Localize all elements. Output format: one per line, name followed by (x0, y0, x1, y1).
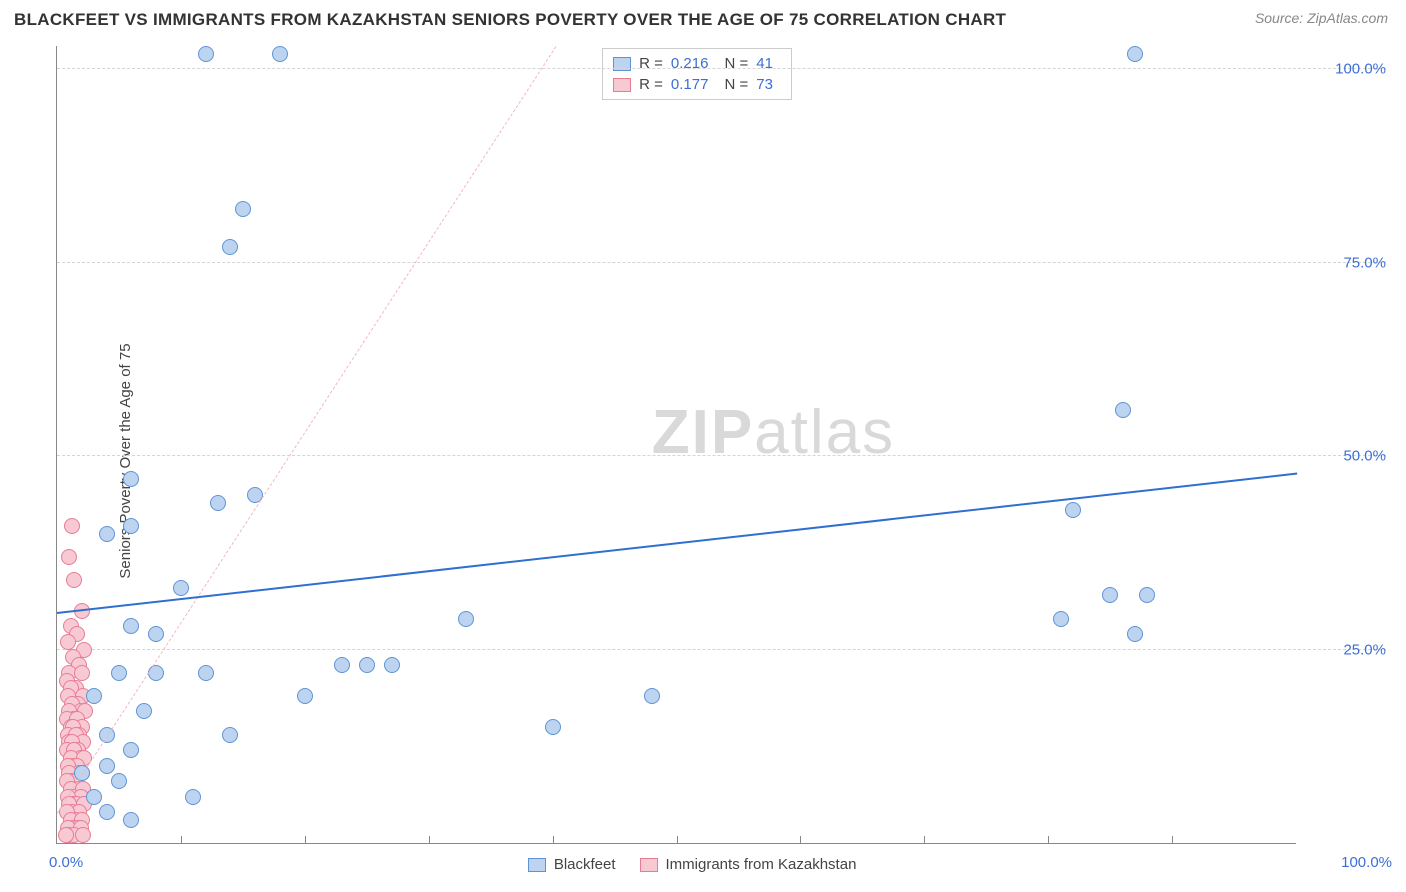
watermark-light: atlas (754, 398, 895, 467)
gridline-h (57, 262, 1386, 263)
data-point-blackfeet (458, 611, 474, 627)
legend-n-label: N = (724, 55, 748, 72)
chart-container: Seniors Poverty Over the Age of 75 ZIPat… (14, 38, 1396, 884)
legend-item-blackfeet: Blackfeet (528, 856, 616, 873)
swatch-blackfeet (528, 858, 546, 872)
data-point-blackfeet (111, 773, 127, 789)
data-point-blackfeet (123, 742, 139, 758)
data-point-blackfeet (123, 618, 139, 634)
legend-n-value-blackfeet: 41 (756, 55, 773, 72)
data-point-kazakhstan (74, 665, 90, 681)
swatch-kazakhstan (613, 78, 631, 92)
y-tick-label: 100.0% (1306, 61, 1386, 78)
x-tick-max: 100.0% (1341, 854, 1392, 871)
data-point-kazakhstan (61, 549, 77, 565)
data-point-blackfeet (359, 657, 375, 673)
data-point-blackfeet (222, 727, 238, 743)
data-point-blackfeet (123, 518, 139, 534)
data-point-blackfeet (86, 789, 102, 805)
data-point-blackfeet (185, 789, 201, 805)
data-point-blackfeet (148, 626, 164, 642)
watermark: ZIPatlas (652, 397, 895, 468)
y-tick-label: 25.0% (1306, 641, 1386, 658)
data-point-blackfeet (99, 758, 115, 774)
data-point-kazakhstan (58, 827, 74, 843)
x-tick-mark (800, 836, 801, 844)
source-prefix: Source: (1255, 10, 1307, 26)
data-point-blackfeet (235, 201, 251, 217)
gridline-h (57, 455, 1386, 456)
data-point-kazakhstan (60, 634, 76, 650)
swatch-kazakhstan (640, 858, 658, 872)
data-point-blackfeet (123, 471, 139, 487)
data-point-blackfeet (384, 657, 400, 673)
data-point-blackfeet (1115, 402, 1131, 418)
data-point-blackfeet (1139, 587, 1155, 603)
data-point-blackfeet (210, 495, 226, 511)
legend-label-kazakhstan: Immigrants from Kazakhstan (666, 856, 857, 873)
gridline-h (57, 649, 1386, 650)
data-point-blackfeet (198, 665, 214, 681)
y-tick-label: 75.0% (1306, 254, 1386, 271)
data-point-blackfeet (198, 46, 214, 62)
legend-n-label: N = (724, 76, 748, 93)
data-point-blackfeet (99, 804, 115, 820)
gridline-h (57, 68, 1386, 69)
x-tick-mark (181, 836, 182, 844)
x-tick-min: 0.0% (49, 854, 83, 871)
data-point-blackfeet (99, 526, 115, 542)
data-point-blackfeet (86, 688, 102, 704)
y-tick-label: 50.0% (1306, 448, 1386, 465)
data-point-blackfeet (222, 239, 238, 255)
x-tick-mark (924, 836, 925, 844)
legend-n-value-kazakhstan: 73 (756, 76, 773, 93)
data-point-blackfeet (1065, 502, 1081, 518)
series-legend: Blackfeet Immigrants from Kazakhstan (528, 856, 857, 873)
data-point-blackfeet (297, 688, 313, 704)
chart-title: BLACKFEET VS IMMIGRANTS FROM KAZAKHSTAN … (14, 10, 1006, 30)
x-tick-mark (1048, 836, 1049, 844)
data-point-blackfeet (1127, 46, 1143, 62)
x-tick-mark (553, 836, 554, 844)
x-tick-mark (677, 836, 678, 844)
data-point-blackfeet (272, 46, 288, 62)
legend-label-blackfeet: Blackfeet (554, 856, 616, 873)
legend-r-label: R = (639, 55, 663, 72)
x-tick-mark (305, 836, 306, 844)
data-point-blackfeet (334, 657, 350, 673)
plot-area: ZIPatlas R = 0.216 N = 41 R = 0.177 N = … (56, 46, 1296, 844)
source-name: ZipAtlas.com (1307, 10, 1388, 26)
data-point-kazakhstan (66, 572, 82, 588)
source-attribution: Source: ZipAtlas.com (1255, 10, 1388, 26)
data-point-blackfeet (1053, 611, 1069, 627)
watermark-bold: ZIP (652, 398, 754, 467)
legend-r-value-blackfeet: 0.216 (671, 55, 709, 72)
legend-item-kazakhstan: Immigrants from Kazakhstan (640, 856, 857, 873)
data-point-blackfeet (123, 812, 139, 828)
data-point-blackfeet (173, 580, 189, 596)
legend-row-blackfeet: R = 0.216 N = 41 (613, 53, 781, 74)
data-point-blackfeet (545, 719, 561, 735)
data-point-blackfeet (1127, 626, 1143, 642)
x-tick-mark (1172, 836, 1173, 844)
correlation-legend: R = 0.216 N = 41 R = 0.177 N = 73 (602, 48, 792, 100)
legend-row-kazakhstan: R = 0.177 N = 73 (613, 74, 781, 95)
data-point-kazakhstan (64, 518, 80, 534)
x-tick-mark (429, 836, 430, 844)
legend-r-value-kazakhstan: 0.177 (671, 76, 709, 93)
legend-r-label: R = (639, 76, 663, 93)
data-point-blackfeet (1102, 587, 1118, 603)
data-point-blackfeet (644, 688, 660, 704)
data-point-blackfeet (111, 665, 127, 681)
data-point-kazakhstan (75, 827, 91, 843)
data-point-blackfeet (136, 703, 152, 719)
